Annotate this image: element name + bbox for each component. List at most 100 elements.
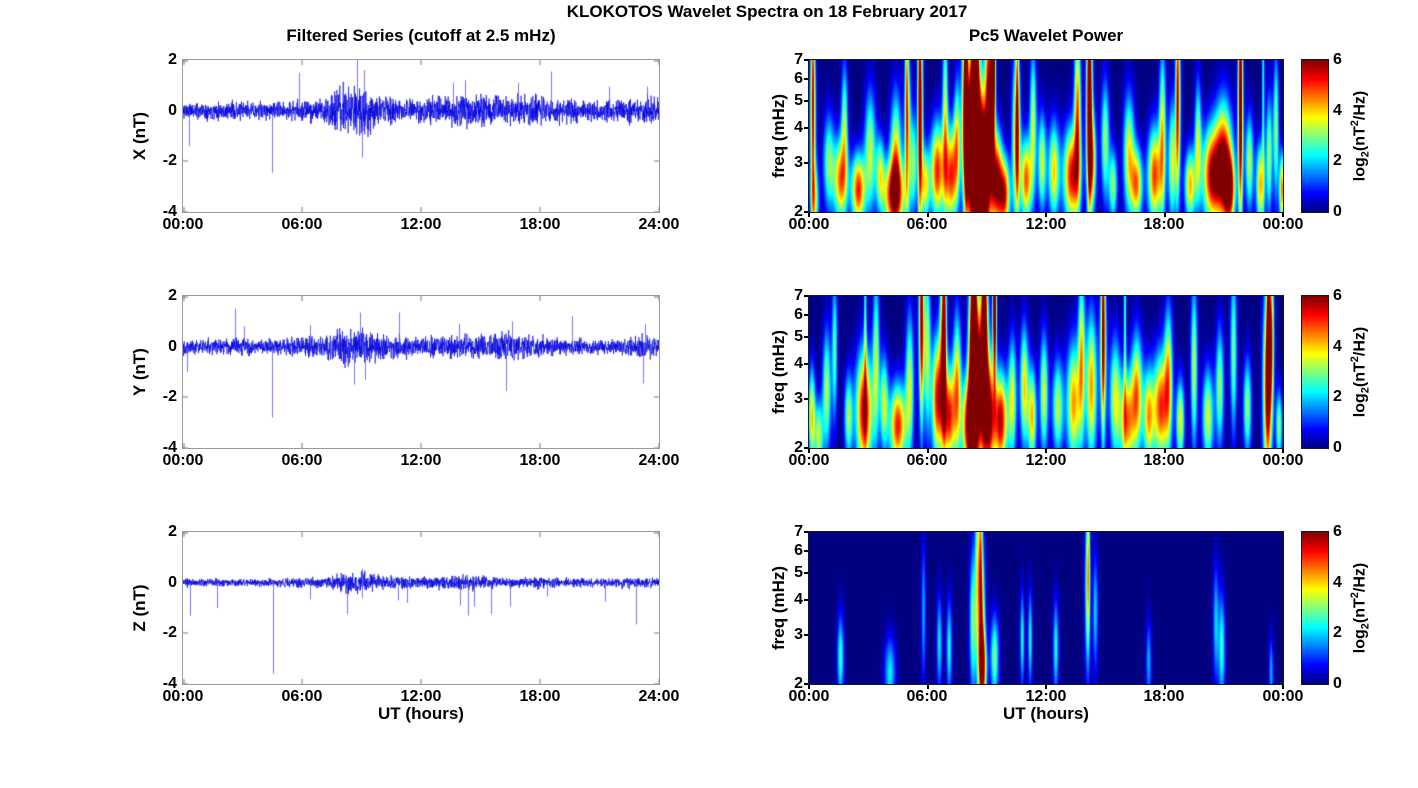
colorbar: 6 4 2 0 log2(nT2/Hz) bbox=[1301, 523, 1372, 692]
axis-tick-mark bbox=[808, 449, 810, 453]
x-axis-tick: 06:00 bbox=[281, 688, 323, 705]
colorbar-tick: 2 bbox=[1333, 388, 1342, 405]
colorbar: 6 4 2 0 log2(nT2/Hz) bbox=[1301, 51, 1372, 220]
colorbar-label-arg: (nT bbox=[1351, 362, 1369, 388]
x-axis-label: UT (hours) bbox=[378, 704, 464, 723]
axis-tick-mark bbox=[804, 126, 808, 129]
colorbar-tick: 2 bbox=[1333, 152, 1342, 169]
colorbar-label: log2(nT2/Hz) bbox=[1343, 287, 1372, 457]
colorbar-tick: 0 bbox=[1333, 439, 1342, 456]
x-axis-tick: 00:00 bbox=[162, 216, 204, 233]
z-wavelet-canvas bbox=[808, 531, 1284, 685]
axis-tick-mark bbox=[1163, 685, 1166, 689]
axis-tick-mark bbox=[804, 362, 808, 365]
axis-tick-mark bbox=[1045, 213, 1047, 217]
colorbar-tick: 0 bbox=[1333, 203, 1342, 220]
colorbar-label-arg: (nT bbox=[1351, 126, 1369, 152]
x-axis-tick: 18:00 bbox=[519, 688, 561, 705]
colorbar-canvas bbox=[1301, 531, 1329, 685]
x-axis-tick: 06:00 bbox=[906, 452, 948, 469]
y-axis-tick: 3 bbox=[794, 154, 803, 171]
x-axis-tick: 06:00 bbox=[281, 452, 323, 469]
x-axis-tick: 12:00 bbox=[1025, 216, 1067, 233]
y-series-plot: Y (nT) 2 0 -2 -4 00:00 06:00 12:00 18:00… bbox=[130, 287, 679, 469]
x-axis-tick: 00:00 bbox=[788, 216, 830, 233]
x-axis-tick: 00:00 bbox=[1262, 452, 1304, 469]
right-column-title: Pc5 Wavelet Power bbox=[968, 26, 1124, 45]
colorbar: 6 4 2 0 log2(nT2/Hz) bbox=[1301, 287, 1372, 456]
colorbar-tick: 0 bbox=[1333, 675, 1342, 692]
y-wavelet-plot: freq (mHz) 7 6 5 4 3 2 00:00 06:00 12:00… bbox=[769, 287, 1303, 469]
axis-tick-mark bbox=[1282, 213, 1284, 217]
colorbar-tick: 4 bbox=[1333, 574, 1342, 591]
axis-tick-mark bbox=[808, 213, 810, 217]
y-axis-label: X (nT) bbox=[130, 111, 149, 161]
colorbar-label-close: /Hz) bbox=[1351, 562, 1369, 593]
axis-tick-mark bbox=[1282, 449, 1284, 453]
x-axis-tick: 12:00 bbox=[400, 452, 442, 469]
colorbar-label: log2(nT2/Hz) bbox=[1343, 523, 1372, 693]
axis-tick-mark bbox=[804, 99, 808, 102]
x-axis-tick: 18:00 bbox=[1143, 688, 1185, 705]
y-axis-tick: 0 bbox=[168, 102, 177, 119]
y-axis-tick: 2 bbox=[794, 439, 803, 456]
z-series-plot: Z (nT) 2 0 -2 -4 00:00 06:00 12:00 18:00… bbox=[130, 523, 679, 705]
y-axis-tick: 2 bbox=[168, 51, 177, 68]
axis-tick-mark bbox=[1045, 449, 1047, 453]
axis-tick-mark bbox=[804, 447, 808, 449]
x-wavelet-canvas bbox=[808, 59, 1284, 213]
y-axis-tick: 2 bbox=[794, 203, 803, 220]
axis-tick-mark bbox=[804, 531, 808, 533]
y-axis-tick: 0 bbox=[168, 338, 177, 355]
y-axis-tick: 7 bbox=[794, 287, 803, 304]
x-axis-tick: 06:00 bbox=[281, 216, 323, 233]
axis-tick-mark bbox=[804, 295, 808, 297]
axis-tick-mark bbox=[1282, 685, 1284, 689]
colorbar-label-close: /Hz) bbox=[1351, 326, 1369, 357]
x-series-canvas bbox=[182, 59, 660, 213]
axis-tick-mark bbox=[926, 213, 929, 217]
colorbar-tick: 6 bbox=[1333, 287, 1342, 304]
colorbar-canvas bbox=[1301, 295, 1329, 449]
axis-tick-mark bbox=[804, 397, 808, 400]
axis-tick-mark bbox=[926, 449, 929, 453]
colorbar-label-sub: 2 bbox=[1359, 623, 1372, 630]
axis-tick-mark bbox=[804, 335, 808, 338]
y-axis-tick: -2 bbox=[162, 388, 177, 405]
x-axis-tick: 06:00 bbox=[906, 216, 948, 233]
axis-tick-mark bbox=[804, 633, 808, 636]
axis-tick-mark bbox=[804, 313, 808, 316]
colorbar-label-close: /Hz) bbox=[1351, 90, 1369, 121]
colorbar-label: log2(nT2/Hz) bbox=[1343, 51, 1372, 221]
x-series-plot: X (nT) 2 0 -2 -4 00:00 06:00 12:00 18:00… bbox=[130, 51, 679, 233]
z-series-canvas bbox=[182, 531, 660, 685]
x-axis-tick: 24:00 bbox=[638, 216, 680, 233]
figure-title: KLOKOTOS Wavelet Spectra on 18 February … bbox=[566, 2, 968, 21]
colorbar-label-sup: 2 bbox=[1349, 356, 1361, 363]
y-axis-tick: -4 bbox=[162, 675, 177, 692]
y-axis-label: Y (nT) bbox=[130, 348, 149, 396]
y-axis-tick: -2 bbox=[162, 624, 177, 641]
y-axis-tick: 2 bbox=[168, 523, 177, 540]
y-axis-label: Z (nT) bbox=[130, 584, 149, 632]
x-axis-tick: 12:00 bbox=[1025, 452, 1067, 469]
colorbar-label-sub: 2 bbox=[1359, 387, 1372, 394]
y-axis-tick: 2 bbox=[794, 675, 803, 692]
y-axis-tick: -2 bbox=[162, 152, 177, 169]
x-axis-tick: 12:00 bbox=[400, 688, 442, 705]
y-axis-tick: 6 bbox=[794, 542, 803, 559]
colorbar-label-arg: (nT bbox=[1351, 598, 1369, 624]
x-axis-tick: 24:00 bbox=[638, 452, 680, 469]
colorbar-tick: 6 bbox=[1333, 523, 1342, 540]
x-axis-tick: 00:00 bbox=[162, 452, 204, 469]
y-axis-tick: 4 bbox=[794, 119, 803, 136]
axis-tick-mark bbox=[926, 685, 929, 689]
y-axis-tick: 6 bbox=[794, 70, 803, 87]
y-series-canvas bbox=[182, 295, 660, 449]
axis-tick-mark bbox=[1163, 449, 1166, 453]
colorbar-label-sup: 2 bbox=[1349, 592, 1361, 599]
x-axis-tick: 00:00 bbox=[1262, 216, 1304, 233]
colorbar-tick: 4 bbox=[1333, 338, 1342, 355]
x-axis-label: UT (hours) bbox=[1003, 704, 1089, 723]
y-axis-tick: 7 bbox=[794, 523, 803, 540]
